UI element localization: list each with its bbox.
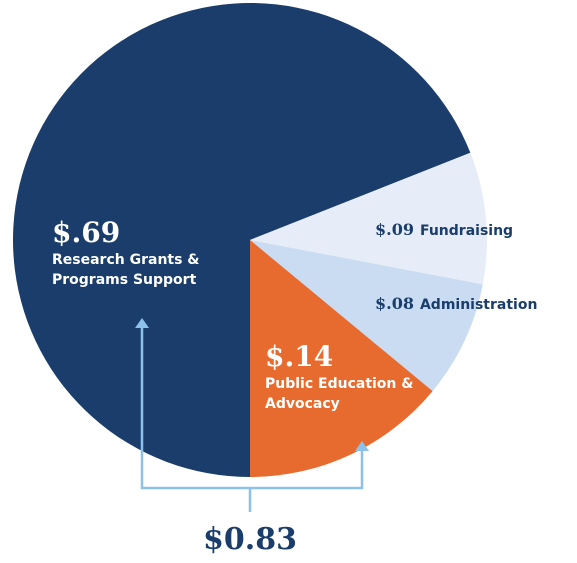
slice-label: $.08 Administration xyxy=(375,294,575,315)
value-label: $.14 xyxy=(265,340,334,373)
pie-slice xyxy=(250,152,488,285)
category-label: Research Grants & Programs Support xyxy=(52,252,200,288)
pie-slice xyxy=(250,240,433,477)
arrow xyxy=(355,441,369,451)
pie xyxy=(12,2,488,477)
slice-label: $.14 Public Education & Advocacy xyxy=(265,340,425,414)
value-label: $.09 xyxy=(375,220,414,239)
bracket xyxy=(140,325,364,512)
value-label: $.69 xyxy=(52,216,121,249)
pie-slice xyxy=(250,240,483,392)
value-label: $.08 xyxy=(375,294,414,313)
pie-slice xyxy=(12,2,471,477)
bracket-line xyxy=(140,325,364,490)
arrow xyxy=(135,318,149,328)
category-label: Administration xyxy=(419,297,538,313)
slice-label: $.09 Fundraising xyxy=(375,220,565,241)
total-annotation: $0.83 xyxy=(203,522,297,557)
slice-label: $.69 Research Grants & Programs Support xyxy=(52,216,242,290)
category-label: Public Education & Advocacy xyxy=(265,376,414,412)
category-label: Fundraising xyxy=(419,223,514,239)
